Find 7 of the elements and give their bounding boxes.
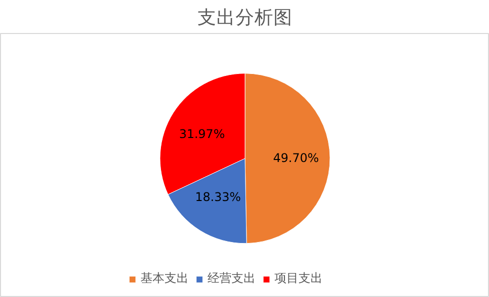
chart-title: 支出分析图	[198, 8, 292, 28]
data-label: 18.33%	[195, 190, 241, 204]
legend-label: 经营支出	[208, 270, 256, 287]
data-label: 31.97%	[179, 127, 225, 142]
legend-label: 项目支出	[274, 270, 322, 287]
data-label: 49.70%	[273, 150, 319, 165]
legend-label: 基本支出	[140, 270, 188, 287]
